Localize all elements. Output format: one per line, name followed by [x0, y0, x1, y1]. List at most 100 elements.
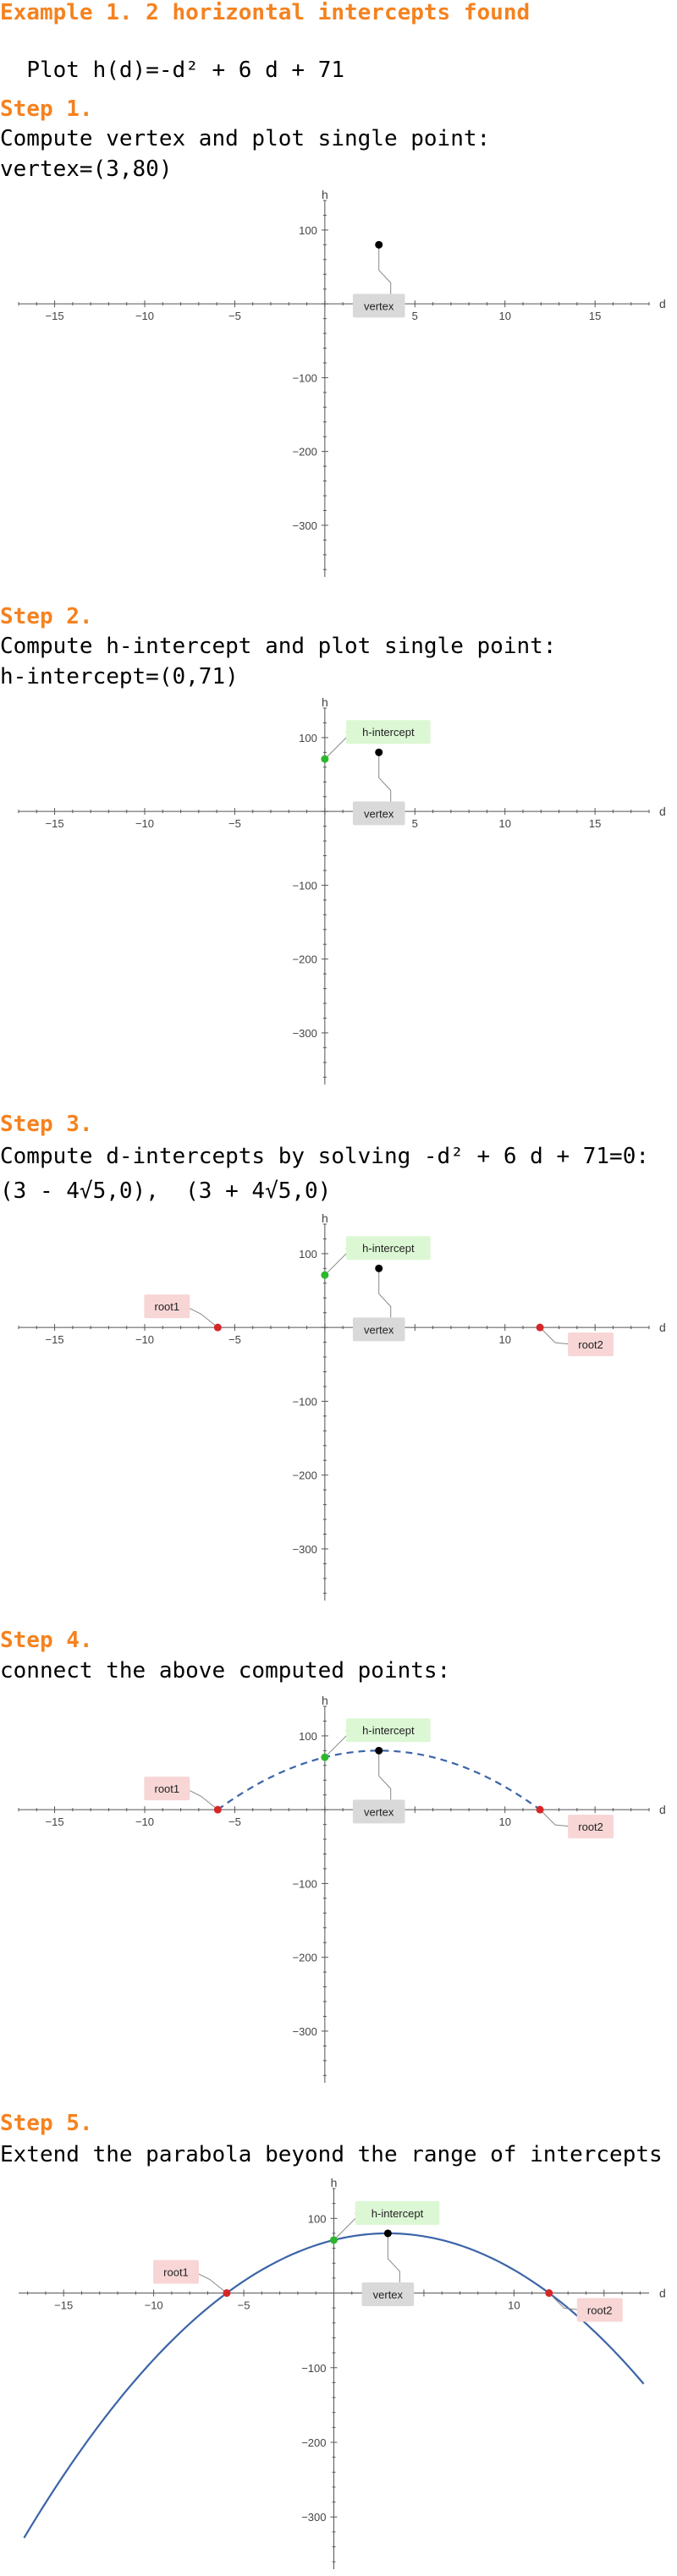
x-tick-label: −10 — [135, 310, 154, 322]
h-intercept-point — [330, 2236, 338, 2244]
x-tick-label: 5 — [412, 817, 418, 830]
vertex-label: vertex — [373, 2288, 404, 2301]
root2-point — [536, 1805, 544, 1814]
x-tick-label: −5 — [228, 817, 241, 830]
x-axis-label: d — [659, 1321, 666, 1334]
y-tick-label: −300 — [301, 2511, 326, 2524]
h-intercept-label: h-intercept — [362, 1242, 415, 1255]
root1-point — [213, 1805, 222, 1814]
vertex-label: vertex — [364, 1805, 394, 1818]
y-tick-label: −100 — [293, 879, 317, 892]
vertex-point — [375, 240, 383, 249]
step-5-label: Step 5. — [0, 2111, 93, 2136]
vertex-point — [383, 2229, 392, 2238]
step-3-label: Step 3. — [0, 1112, 93, 1137]
y-tick-label: −100 — [293, 371, 317, 384]
y-tick-label: −100 — [301, 2362, 326, 2375]
vertex-label-box — [352, 1799, 405, 1824]
x-axis-label: d — [659, 1803, 666, 1816]
x-tick-label: −10 — [135, 1815, 154, 1828]
vertex-label: vertex — [364, 807, 394, 820]
h-intercept-label-box — [346, 1236, 431, 1261]
x-tick-label: −10 — [145, 2299, 163, 2312]
y-tick-label: −300 — [293, 1543, 317, 1556]
h-intercept-leader-line — [324, 1729, 350, 1758]
x-tick-label: −5 — [228, 310, 241, 322]
root1-leader-line — [185, 1788, 218, 1810]
h-intercept-label: h-intercept — [362, 726, 415, 739]
chart-step-3: −15−10−51015100−100−200−300dhh-intercept… — [18, 1211, 666, 1601]
vertex-leader-line — [378, 1268, 392, 1320]
x-tick-label: 5 — [412, 310, 418, 322]
x-tick-label: −5 — [228, 1333, 241, 1346]
intro-line: Plot h(d)=-d² + 6 d + 71 — [0, 32, 344, 83]
h-intercept-leader-line — [324, 1247, 350, 1276]
root1-point — [223, 2289, 231, 2298]
root2-leader-line — [539, 1326, 573, 1345]
y-tick-label: −200 — [293, 1952, 317, 1964]
y-axis-label: h — [322, 695, 328, 709]
y-tick-label: −300 — [293, 1027, 317, 1040]
h-intercept-point — [321, 1271, 329, 1279]
h-intercept-label: h-intercept — [372, 2207, 424, 2220]
root2-point — [545, 2289, 553, 2298]
y-axis-label: h — [331, 2176, 338, 2189]
root1-leader-line — [194, 2271, 228, 2293]
x-tick-label: 10 — [498, 310, 510, 322]
x-tick-label: 10 — [498, 1815, 510, 1828]
step-1-label: Step 1. — [0, 96, 93, 122]
y-tick-label: −200 — [293, 446, 317, 459]
h-intercept-label-box — [346, 1718, 431, 1743]
x-tick-label: −15 — [54, 2299, 73, 2312]
x-tick-label: 10 — [498, 1333, 510, 1346]
vertex-label-box — [361, 2282, 415, 2306]
root1-label-box — [152, 2260, 199, 2284]
x-tick-label: −15 — [46, 310, 64, 322]
vertex-point — [375, 1746, 383, 1755]
step-2-result: h-intercept=(0,71) — [0, 664, 239, 689]
y-tick-label: 100 — [299, 224, 317, 237]
root1-label: root1 — [155, 1300, 180, 1313]
h-intercept-point — [321, 755, 329, 763]
root2-leader-line — [539, 1809, 573, 1827]
y-tick-label: 100 — [299, 1248, 317, 1261]
root2-label: root2 — [578, 1338, 603, 1351]
vertex-label: vertex — [364, 299, 394, 312]
root2-label-box — [568, 1815, 614, 1839]
y-axis-label: h — [322, 1694, 328, 1707]
chart-step-5: −15 −10 −5 10 100 −100 −200 −300 d h h-intercept ve… — [19, 2176, 666, 2569]
y-tick-label: −100 — [293, 1877, 317, 1890]
h-intercept-point — [321, 1753, 329, 1761]
step-5-text: Extend the parabola beyond the range of … — [0, 2142, 663, 2167]
vertex-leader-line — [387, 2233, 400, 2284]
root1-label-box — [144, 1777, 190, 1801]
root1-point — [213, 1323, 222, 1332]
root2-label: root2 — [587, 2304, 613, 2317]
y-tick-label: −300 — [293, 519, 317, 532]
y-axis-label: h — [322, 1211, 328, 1225]
step-1-text: Compute vertex and plot single point: — [0, 126, 491, 151]
y-tick-label: 100 — [299, 732, 317, 744]
root2-leader-line — [548, 2293, 581, 2311]
x-tick-label: −15 — [46, 1333, 64, 1346]
y-tick-label: −300 — [293, 2025, 317, 2038]
chart-step-4: −15 −10 −5 10 100 −100 −200 −300 d h h-intercept ve… — [18, 1694, 666, 2083]
y-tick-label: 100 — [308, 2212, 327, 2225]
y-tick-label: −100 — [293, 1395, 317, 1408]
x-axis-label: d — [659, 2287, 666, 2300]
h-intercept-leader-line — [324, 731, 350, 760]
vertex-leader-line — [378, 244, 392, 296]
root1-leader-line — [185, 1305, 218, 1328]
h-intercept-label-box — [355, 2200, 440, 2225]
vertex-label-box — [352, 801, 405, 826]
x-tick-label: 10 — [508, 2299, 520, 2312]
parabola-curve — [217, 1749, 541, 1811]
step-2-text: Compute h-intercept and plot single poin… — [0, 634, 557, 659]
step-4-label: Step 4. — [0, 1628, 93, 1653]
vertex-label-box — [352, 1317, 405, 1342]
chart-step-1: −15 −10 −5 5 10 15 100 −100 −200 −300 d h vertex — [18, 188, 666, 577]
x-tick-label: −5 — [228, 1815, 241, 1828]
h-intercept-label-box — [346, 720, 431, 744]
x-tick-label: 15 — [589, 310, 601, 322]
root1-label: root1 — [163, 2266, 189, 2279]
